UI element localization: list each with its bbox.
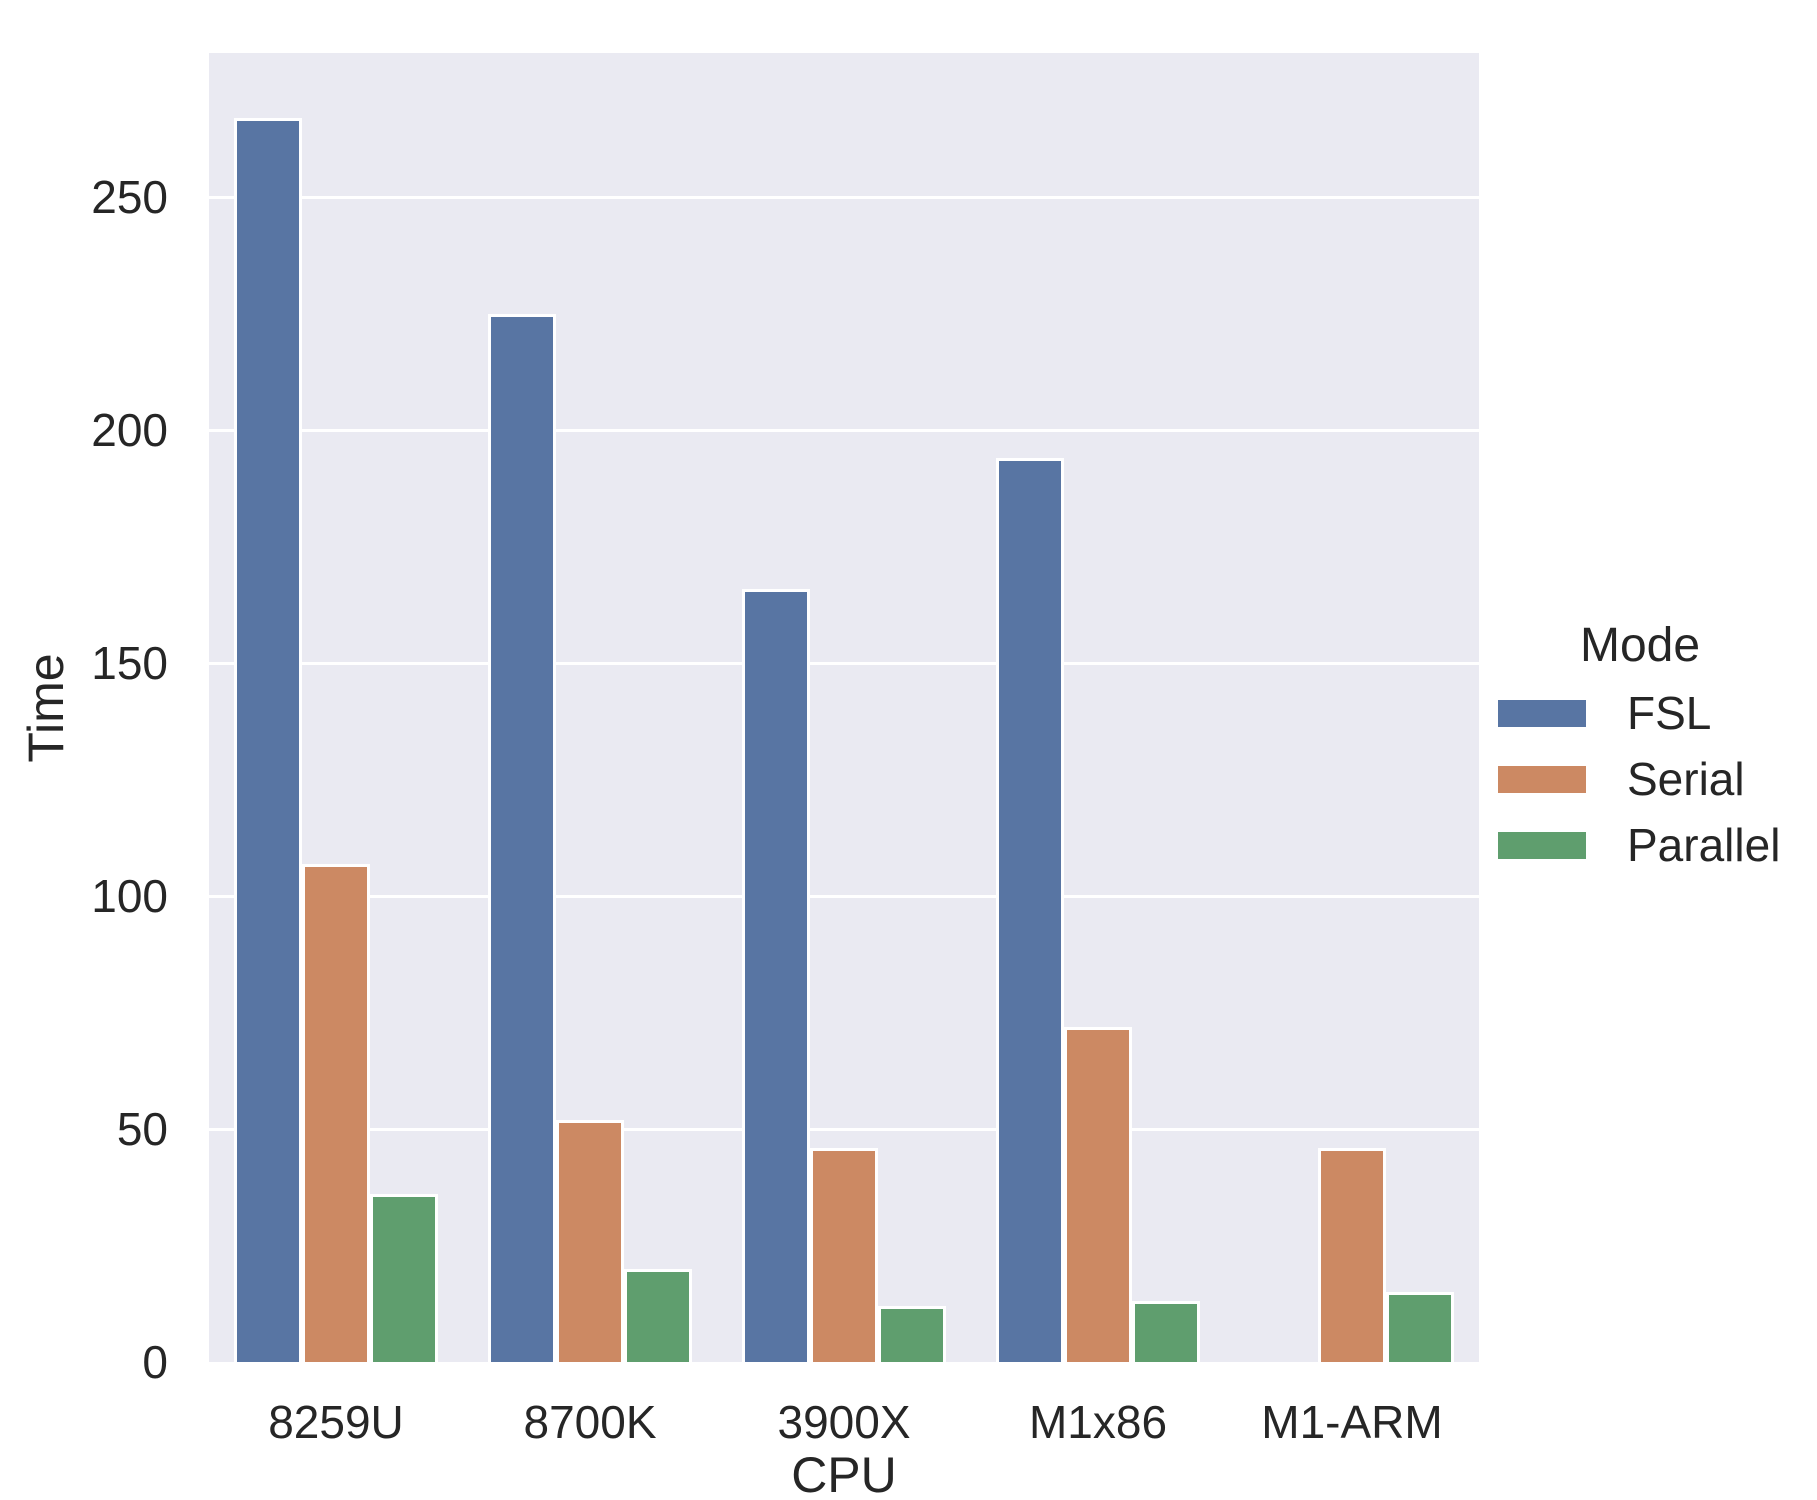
bar-serial-m1x86 xyxy=(1064,1026,1132,1362)
x-axis-label: CPU xyxy=(791,1447,897,1500)
y-tick-label-100: 100 xyxy=(91,870,168,923)
gridline-y-200 xyxy=(209,428,1479,432)
legend-entry-parallel: Parallel xyxy=(1490,822,1817,868)
legend-entries: FSL Serial Parallel xyxy=(1490,690,1817,868)
x-tick-label-m1x86: M1x86 xyxy=(1028,1396,1168,1448)
plot-area xyxy=(209,53,1479,1362)
x-tick-label-m1-arm: M1-ARM xyxy=(1261,1396,1443,1448)
legend-swatch-parallel xyxy=(1498,831,1586,859)
y-tick-label-200: 200 xyxy=(91,404,168,457)
legend-label-parallel: Parallel xyxy=(1627,819,1781,871)
legend-swatch-serial xyxy=(1498,765,1586,793)
gridline-y-250 xyxy=(209,195,1479,199)
bar-parallel-3900x xyxy=(877,1306,946,1362)
bar-parallel-8700k xyxy=(623,1268,692,1362)
x-tick-label-3900x: 3900X xyxy=(777,1396,911,1448)
bar-serial-8259u xyxy=(302,863,370,1362)
bar-parallel-m1x86 xyxy=(1131,1301,1200,1362)
legend-title: Mode xyxy=(1579,619,1701,672)
legend-entry-serial: Serial xyxy=(1490,756,1817,802)
legend-label-fsl: FSL xyxy=(1627,687,1712,739)
bar-serial-8700k xyxy=(556,1119,624,1362)
bar-serial-m1-arm xyxy=(1318,1147,1386,1362)
legend-entry-fsl: FSL xyxy=(1490,690,1817,736)
legend-swatch-fsl xyxy=(1498,699,1586,727)
x-tick-label-8259u: 8259U xyxy=(268,1396,404,1448)
legend: Mode FSL Serial Parallel xyxy=(1490,620,1817,868)
gridline-y-100 xyxy=(209,894,1479,898)
legend-label-serial: Serial xyxy=(1627,753,1745,805)
x-tick-label-8700k: 8700K xyxy=(523,1396,657,1448)
gridline-y-150 xyxy=(209,661,1479,665)
bar-fsl-3900x xyxy=(742,588,811,1362)
bar-fsl-m1x86 xyxy=(996,458,1065,1362)
bar-serial-3900x xyxy=(810,1147,878,1362)
y-tick-label-150: 150 xyxy=(91,637,168,690)
gridline-y-50 xyxy=(209,1127,1479,1131)
bar-fsl-8259u xyxy=(234,118,303,1362)
y-tick-label-0: 0 xyxy=(142,1336,168,1388)
bar-parallel-m1-arm xyxy=(1385,1292,1454,1362)
bar-fsl-8700k xyxy=(488,313,557,1362)
bar-parallel-8259u xyxy=(369,1194,438,1362)
y-tick-label-250: 250 xyxy=(91,171,168,224)
y-tick-label-50: 50 xyxy=(116,1103,168,1156)
